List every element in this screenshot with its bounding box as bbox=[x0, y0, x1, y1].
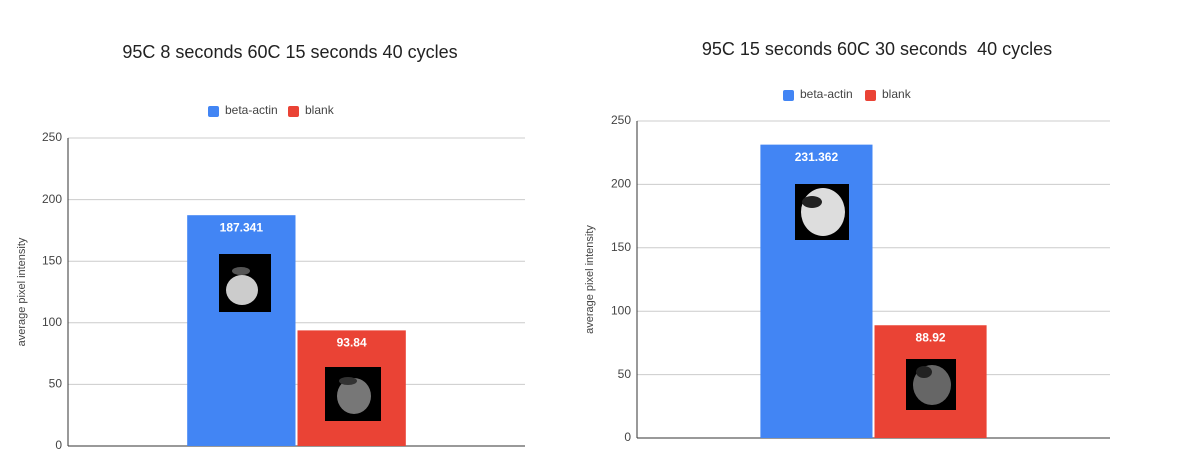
y-tick-label: 0 bbox=[55, 438, 62, 452]
thumbnail-blob bbox=[226, 275, 258, 305]
chart-title: 95C 15 seconds 60C 30 seconds 40 cycles bbox=[702, 39, 1052, 59]
bar bbox=[187, 215, 296, 446]
legend-swatch bbox=[865, 90, 876, 101]
legend-swatch bbox=[288, 106, 299, 117]
legend-swatch bbox=[783, 90, 794, 101]
thumbnail-blob bbox=[801, 188, 845, 236]
y-tick-label: 250 bbox=[611, 113, 631, 127]
value-label: 187.341 bbox=[220, 220, 264, 234]
value-label: 231.362 bbox=[795, 150, 839, 164]
value-label: 93.84 bbox=[337, 336, 367, 350]
legend-label: blank bbox=[305, 103, 335, 117]
chart: 95C 15 seconds 60C 30 seconds 40 cycles a… bbox=[584, 39, 1110, 444]
y-axis-label: average pixel intensity bbox=[16, 237, 28, 346]
legend-label: beta-actin bbox=[800, 87, 853, 101]
y-tick-label: 200 bbox=[42, 192, 62, 206]
y-tick-label: 250 bbox=[42, 130, 62, 144]
legend-label: blank bbox=[882, 87, 912, 101]
y-tick-label: 100 bbox=[42, 315, 62, 329]
value-label: 88.92 bbox=[916, 330, 946, 344]
chart: 95C 8 seconds 60C 15 seconds 40 cycles av… bbox=[16, 42, 525, 452]
thumbnail-blob bbox=[802, 196, 822, 208]
y-tick-label: 50 bbox=[49, 377, 63, 391]
y-tick-label: 50 bbox=[618, 367, 632, 381]
legend-swatch bbox=[208, 106, 219, 117]
thumbnail-blob bbox=[337, 378, 371, 414]
y-axis-label: average pixel intensity bbox=[584, 225, 596, 334]
y-tick-label: 100 bbox=[611, 303, 631, 317]
legend-label: beta-actin bbox=[225, 103, 278, 117]
y-tick-label: 200 bbox=[611, 177, 631, 191]
thumbnail-blob bbox=[232, 267, 250, 275]
chart-title: 95C 8 seconds 60C 15 seconds 40 cycles bbox=[122, 42, 457, 62]
thumbnail-blob bbox=[339, 377, 357, 385]
thumbnail-blob bbox=[916, 366, 932, 378]
y-tick-label: 150 bbox=[42, 253, 62, 267]
y-tick-label: 0 bbox=[624, 430, 631, 444]
y-tick-label: 150 bbox=[611, 240, 631, 254]
